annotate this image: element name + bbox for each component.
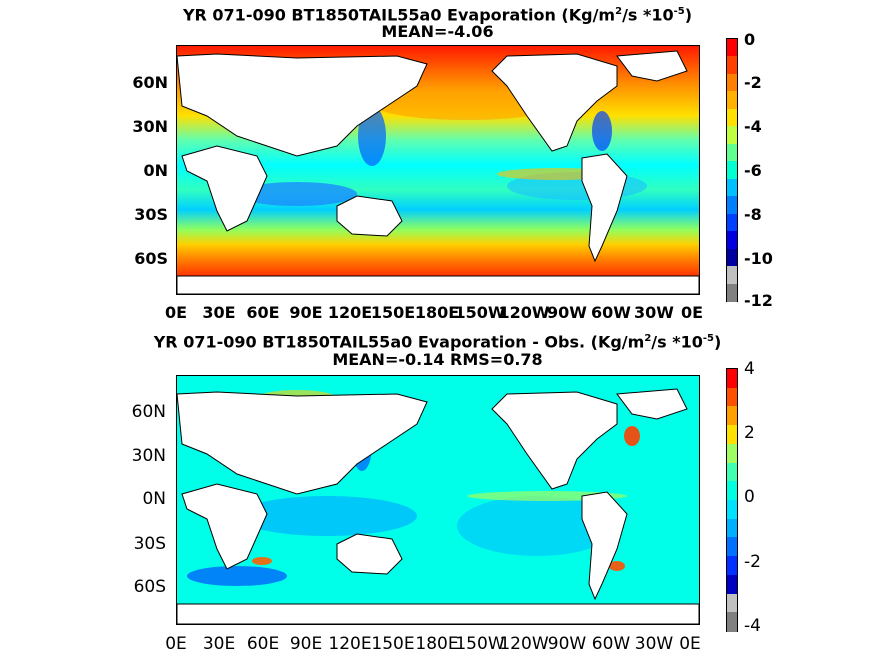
colorbar-segment — [727, 161, 737, 181]
colorbar-segment — [727, 481, 737, 502]
colorbar-segment — [727, 406, 737, 427]
bottom-lat-60s: 60S — [133, 577, 166, 597]
top-panel: YR 071-090 BT1850TAIL55a0 Evaporation (K… — [0, 0, 875, 322]
colorbar-segment — [727, 213, 737, 233]
colorbar-segment — [727, 231, 737, 250]
colorbar-segment — [727, 143, 737, 163]
bottom-cbar-tick: 0 — [744, 487, 755, 507]
top-cbar-tick: -8 — [744, 205, 762, 224]
top-lat-60s: 60S — [134, 249, 168, 268]
colorbar-segment — [727, 178, 737, 198]
colorbar-segment — [727, 91, 737, 111]
top-cbar-tick: -12 — [744, 291, 773, 310]
bottom-lat-30n: 30N — [131, 446, 166, 466]
colorbar-segment — [727, 425, 737, 446]
bottom-map — [176, 375, 700, 625]
colorbar-segment — [727, 518, 737, 539]
colorbar-segment — [727, 196, 737, 215]
bottom-lon-labels: 0E 30E 60E 90E 120E 150E 180E 150W 120W … — [165, 634, 701, 654]
colorbar-segment — [727, 593, 737, 614]
bottom-title-line1: YR 071-090 BT1850TAIL55a0 Evaporation - … — [153, 332, 722, 352]
colorbar-segment — [727, 462, 737, 483]
top-lat-30n: 30N — [132, 117, 168, 136]
bottom-continents — [177, 388, 699, 624]
top-cbar-tick: 0 — [744, 30, 756, 49]
bottom-cbar-tick: 2 — [744, 423, 755, 443]
colorbar-segment — [727, 387, 737, 408]
bottom-cbar-tick: 4 — [744, 359, 755, 379]
top-map — [176, 45, 700, 295]
colorbar-segment — [727, 108, 737, 128]
colorbar-segment — [727, 248, 737, 268]
colorbar-segment — [727, 39, 737, 58]
bottom-map-field — [177, 376, 699, 624]
colorbar-segment — [727, 574, 737, 595]
bottom-lat-0n: 0N — [142, 489, 166, 509]
top-map-field — [177, 46, 699, 294]
top-lat-30s: 30S — [134, 205, 168, 224]
colorbar-segment — [727, 126, 737, 146]
top-lat-60n: 60N — [132, 73, 168, 92]
colorbar-segment — [727, 537, 737, 558]
colorbar-segment — [727, 556, 737, 577]
top-cbar-tick: -6 — [744, 161, 762, 180]
top-cbar-tick: -4 — [744, 117, 762, 136]
bottom-cbar-tick: -4 — [744, 616, 761, 636]
colorbar-segment — [727, 56, 737, 76]
colorbar-segment — [727, 443, 737, 464]
top-cbar-tick: -10 — [744, 249, 773, 268]
colorbar-segment — [727, 612, 737, 633]
colorbar-segment — [727, 500, 737, 521]
top-title-line2: MEAN=-4.06 — [381, 22, 494, 41]
top-lat-0n: 0N — [143, 161, 168, 180]
top-cbar-tick: -2 — [744, 73, 762, 92]
bottom-lat-30s: 30S — [133, 534, 166, 554]
colorbar-segment — [727, 369, 737, 390]
top-title-line1: YR 071-090 BT1850TAIL55a0 Evaporation (K… — [182, 5, 693, 25]
bottom-lat-60n: 60N — [131, 402, 166, 422]
top-continents — [177, 50, 699, 294]
colorbar-segment — [727, 266, 737, 285]
bottom-colorbar — [726, 368, 738, 633]
bottom-title-line2: MEAN=-0.14 RMS=0.78 — [332, 350, 543, 369]
bottom-panel: YR 071-090 BT1850TAIL55a0 Evaporation - … — [0, 326, 875, 656]
top-colorbar — [726, 38, 738, 303]
colorbar-segment — [727, 283, 737, 303]
bottom-cbar-tick: -2 — [744, 552, 761, 572]
top-lon-labels: 0E 30E 60E 90E 120E 150E 180E 150W 120W … — [164, 303, 704, 322]
colorbar-segment — [727, 73, 737, 93]
